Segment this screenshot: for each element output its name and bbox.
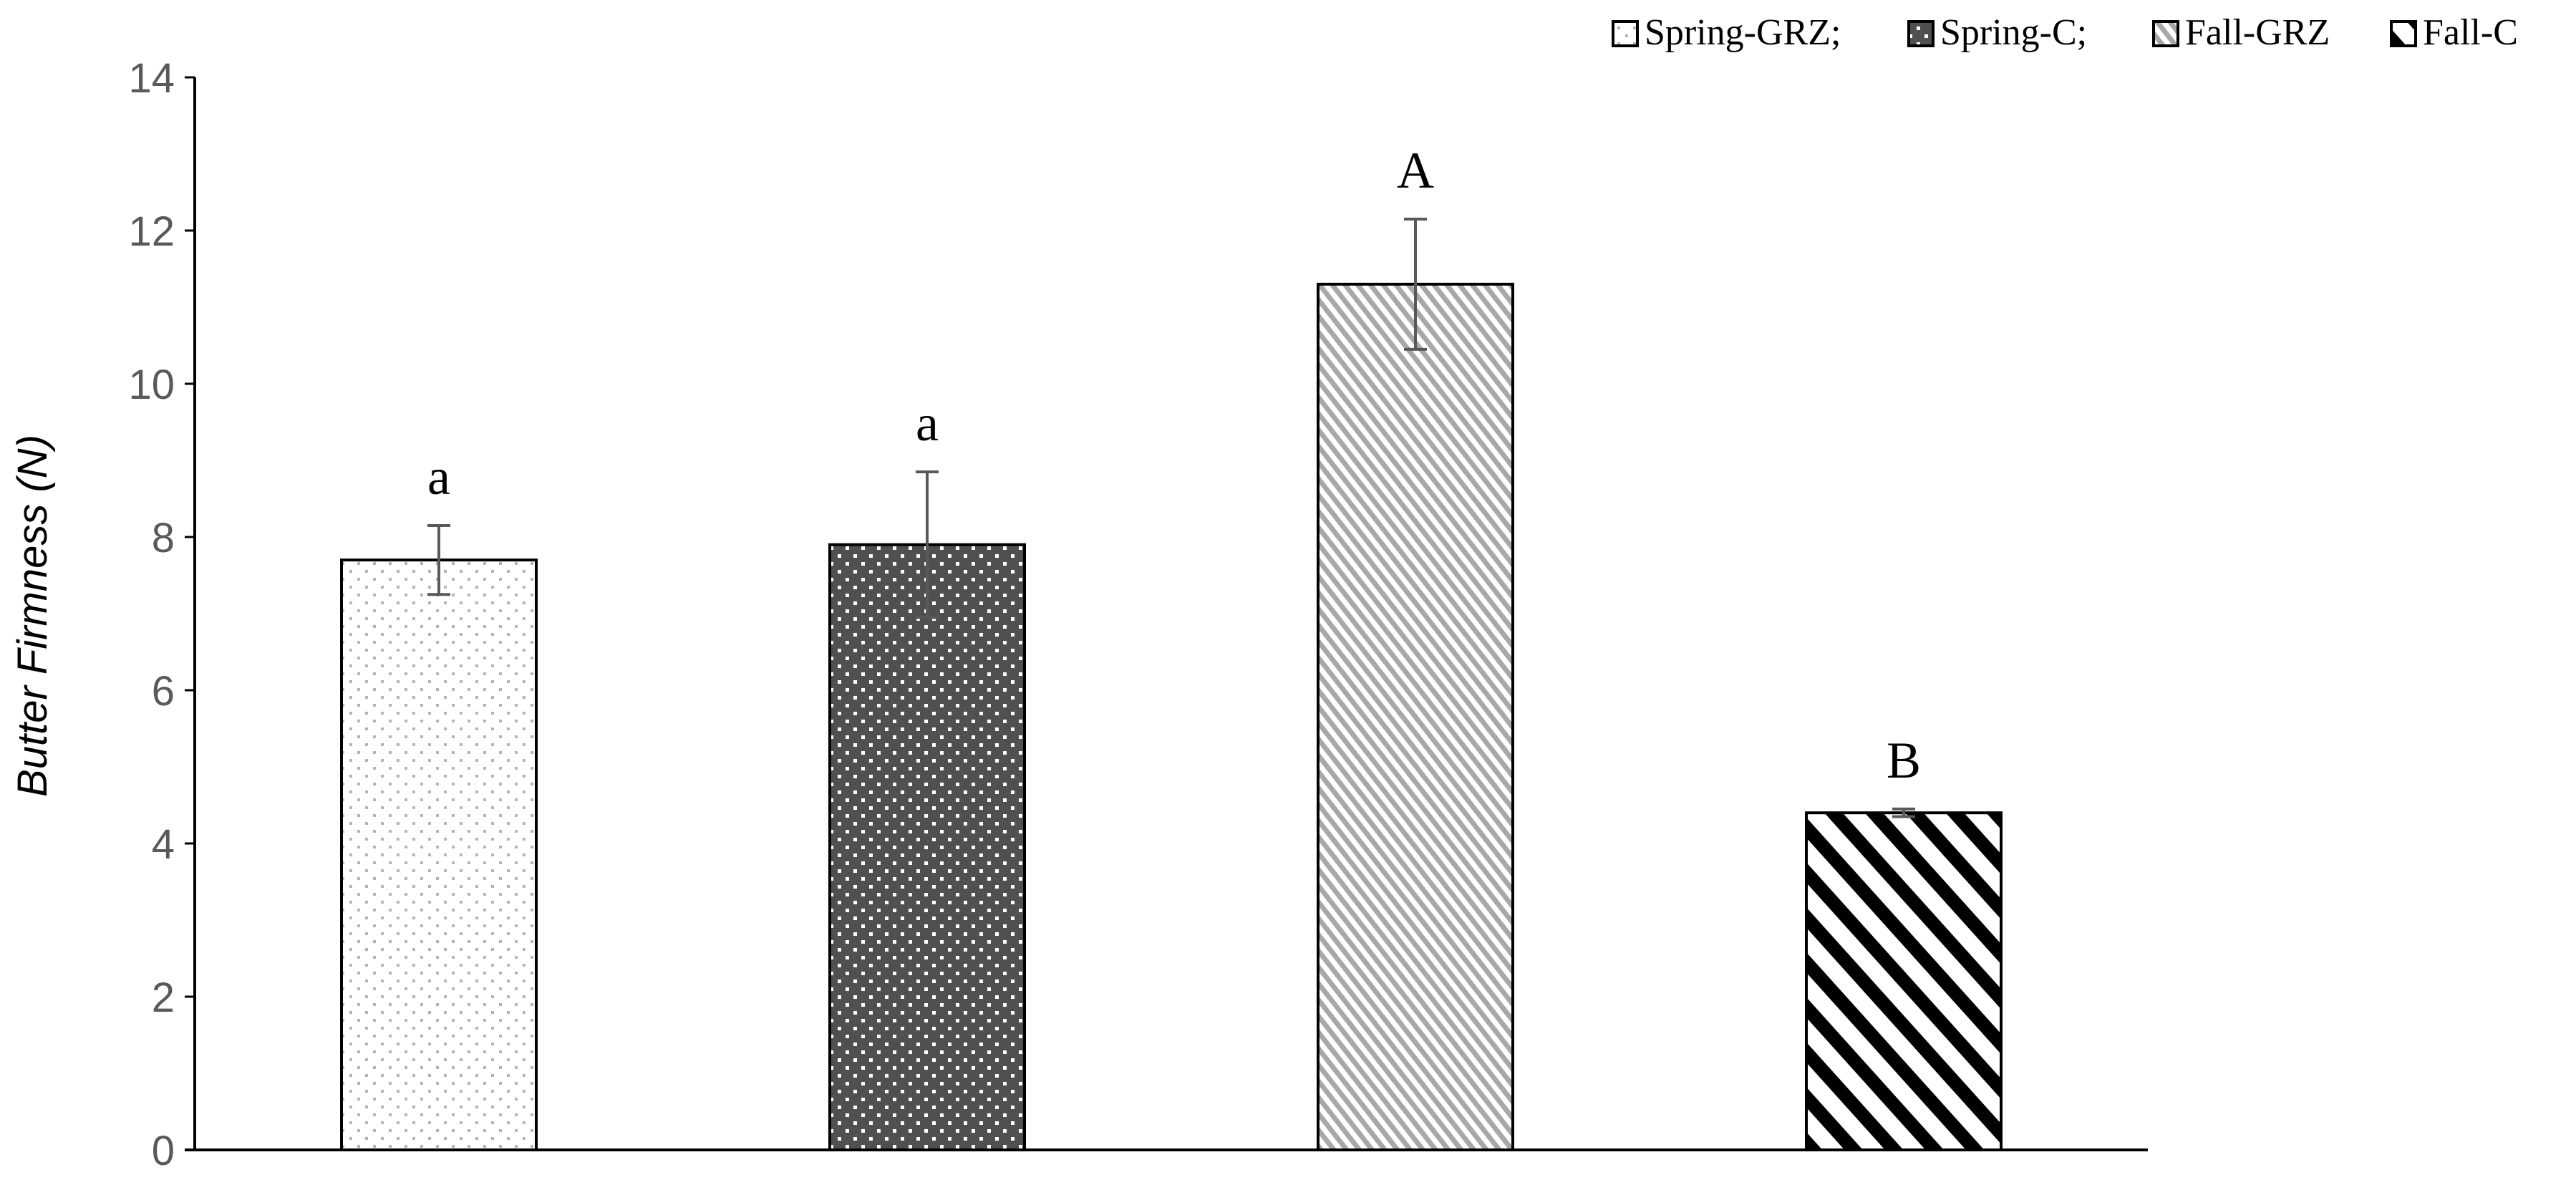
y-tick-label: 6 [152, 668, 175, 715]
significance-letter: a [916, 395, 939, 452]
legend-label: Fall-GRZ [2185, 12, 2330, 53]
y-tick-label: 0 [152, 1128, 175, 1174]
axes-group [185, 77, 2148, 1151]
legend-swatch-sparse-dots [1612, 20, 1639, 47]
error-bars-group [427, 217, 1915, 818]
y-axis-ticks: 0 2 4 6 8 10 12 14 [128, 55, 195, 1174]
legend: Spring-GRZ; Spring-C; Fall-GRZ Fall-C [1612, 12, 2518, 53]
legend-label: Spring-C; [1940, 12, 2087, 53]
bar-spring-grz [340, 558, 538, 1151]
significance-letters-group: a a A B [427, 142, 1921, 789]
legend-swatch-wide-diagonal [2390, 20, 2417, 47]
legend-label: Spring-GRZ; [1645, 12, 1841, 53]
y-tick-label: 2 [152, 974, 175, 1021]
y-tick-label: 4 [152, 821, 175, 868]
legend-label: Fall-C [2423, 12, 2518, 53]
significance-letter: A [1397, 142, 1434, 199]
legend-swatch-fine-diagonal [2152, 20, 2179, 47]
bar-fall-c [1805, 811, 2003, 1151]
bars-group [340, 282, 2003, 1151]
y-tick-label: 12 [128, 208, 175, 255]
significance-letter: a [427, 448, 450, 506]
bar-fall-grz [1317, 282, 1514, 1151]
y-axis-label: Butter Firmness (N) [9, 435, 56, 797]
y-tick-label: 10 [128, 362, 175, 408]
y-tick-label: 14 [128, 55, 175, 102]
y-tick-label: 8 [152, 515, 175, 561]
legend-swatch-dark-dots [1907, 20, 1935, 47]
significance-letter: B [1887, 732, 1921, 789]
bar-spring-c [828, 543, 1026, 1151]
